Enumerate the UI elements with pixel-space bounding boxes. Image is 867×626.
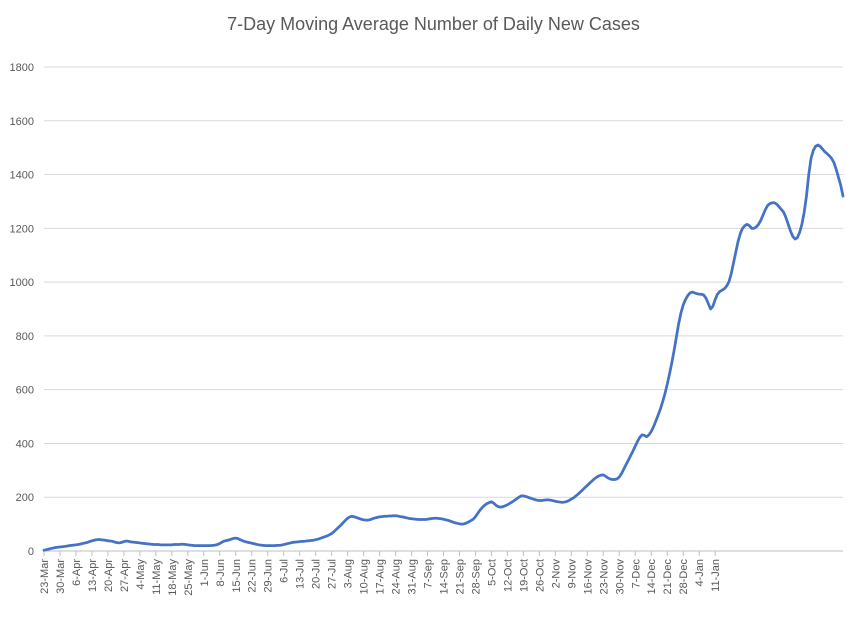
x-tick-label: 30-Nov	[614, 559, 626, 595]
x-tick-label: 26-Oct	[534, 559, 546, 592]
y-tick-label: 600	[16, 385, 34, 397]
x-tick-label: 14-Sep	[439, 559, 451, 594]
x-axis-ticks: 23-Mar 30-Mar 6-Apr 13-Apr 20-Apr 27-Apr 4-May…	[39, 551, 722, 596]
x-tick-label: 21-Dec	[662, 559, 674, 595]
x-tick-label: 14-Dec	[646, 559, 658, 595]
x-tick-label: 2-Nov	[550, 559, 562, 589]
x-tick-label: 7-Sep	[423, 559, 435, 588]
x-tick-label: 4-Jan	[694, 559, 706, 587]
x-tick-label: 24-Aug	[391, 559, 403, 594]
x-tick-label: 20-Apr	[103, 559, 115, 592]
x-tick-label: 1-Jun	[199, 559, 211, 587]
x-tick-label: 7-Dec	[630, 559, 642, 589]
x-tick-label: 28-Dec	[678, 559, 690, 595]
x-tick-label: 25-May	[183, 559, 195, 596]
x-tick-label: 28-Sep	[470, 559, 482, 594]
y-tick-label: 800	[16, 331, 34, 343]
x-tick-label: 31-Aug	[407, 559, 419, 594]
x-tick-label: 23-Mar	[39, 559, 51, 594]
y-tick-label: 400	[16, 438, 34, 450]
y-tick-label: 1600	[10, 116, 34, 128]
y-tick-label: 1200	[10, 223, 34, 235]
x-tick-label: 19-Oct	[518, 559, 530, 592]
x-tick-label: 5-Oct	[486, 559, 498, 586]
x-tick-label: 21-Sep	[454, 559, 466, 594]
y-axis-ticks: 0 200 400 600 800 1000 1200 1400 1600 1800	[10, 62, 34, 558]
gridlines	[44, 66, 843, 552]
x-tick-label: 13-Apr	[87, 559, 99, 592]
x-tick-label: 11-Jan	[710, 559, 722, 592]
series-line	[42, 143, 845, 552]
x-tick-label: 10-Aug	[359, 559, 371, 594]
x-tick-label: 11-May	[151, 559, 163, 595]
x-tick-label: 12-Oct	[502, 559, 514, 592]
y-tick-label: 1400	[10, 170, 34, 182]
x-tick-label: 13-Jul	[295, 559, 307, 589]
y-tick-label: 200	[16, 492, 34, 504]
chart-title: 7-Day Moving Average Number of Daily New…	[227, 14, 640, 34]
x-tick-label: 29-Jun	[263, 559, 275, 593]
y-tick-label: 0	[28, 546, 34, 558]
x-tick-label: 9-Nov	[566, 559, 578, 589]
x-tick-label: 30-Mar	[55, 559, 67, 594]
x-tick-label: 16-Nov	[582, 559, 594, 595]
x-tick-label: 18-May	[167, 559, 179, 596]
x-tick-label: 22-Jun	[247, 559, 259, 593]
x-tick-label: 6-Jul	[279, 559, 291, 583]
x-tick-label: 17-Aug	[375, 559, 387, 594]
series-layer	[42, 143, 845, 552]
y-tick-label: 1800	[10, 62, 34, 74]
x-tick-label: 3-Aug	[343, 559, 355, 588]
y-tick-label: 1000	[10, 277, 34, 289]
x-tick-label: 8-Jun	[215, 559, 227, 587]
x-tick-label: 27-Apr	[119, 559, 131, 592]
x-tick-label: 4-May	[135, 559, 147, 590]
x-tick-label: 15-Jun	[231, 559, 243, 593]
x-tick-label: 20-Jul	[311, 559, 323, 589]
x-tick-label: 27-Jul	[327, 559, 339, 589]
x-tick-label: 23-Nov	[598, 559, 610, 595]
x-tick-label: 6-Apr	[71, 559, 83, 586]
